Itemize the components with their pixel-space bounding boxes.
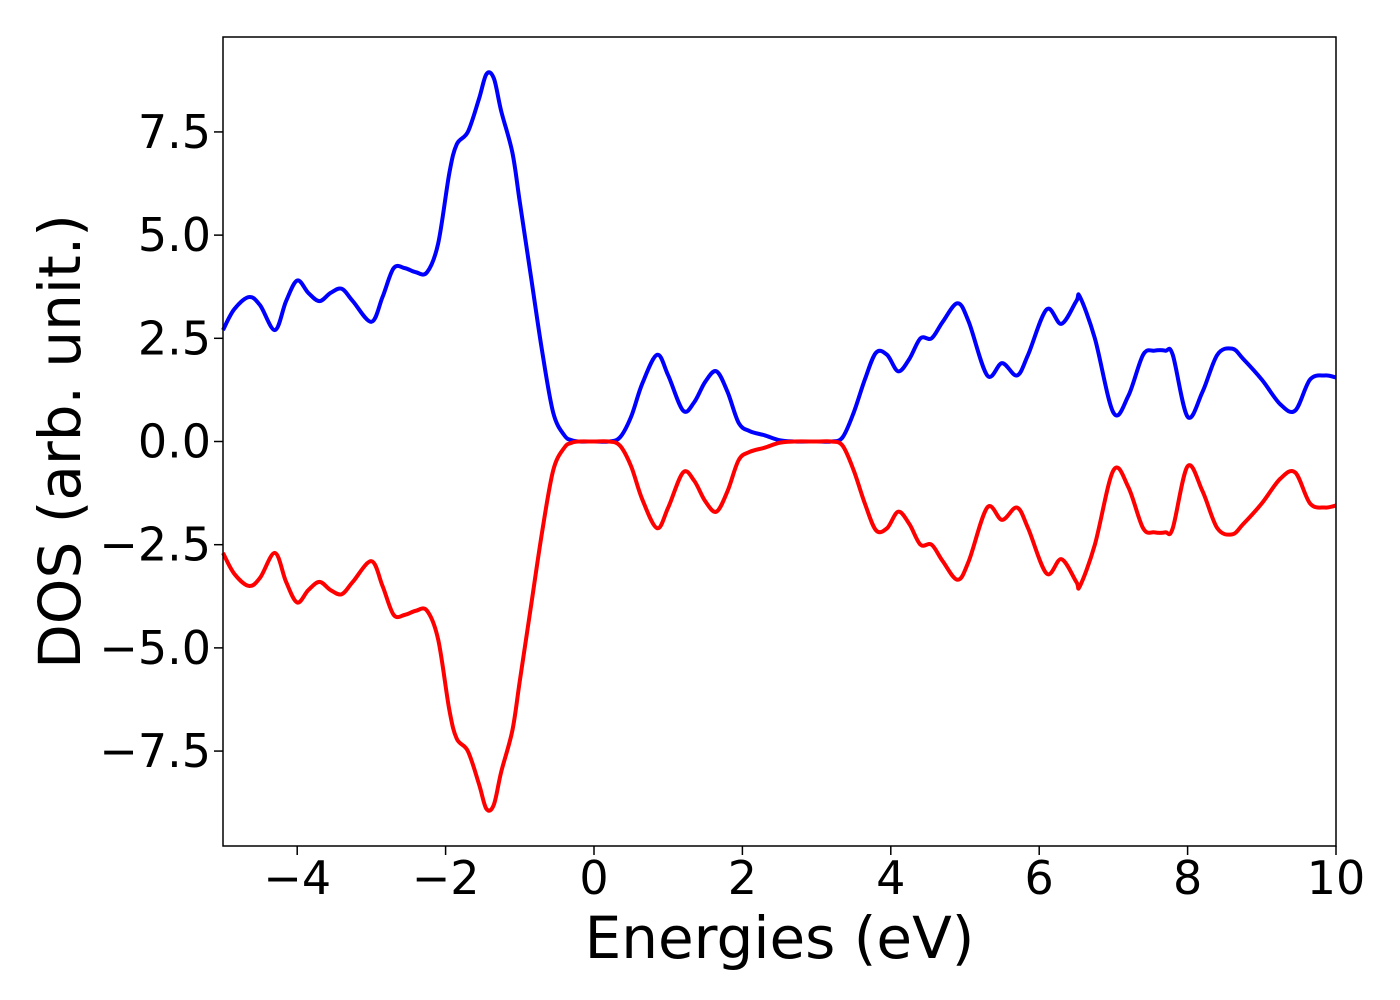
x-axis-title: Energies (eV) (585, 904, 975, 972)
y-tick-label: 2.5 (138, 311, 211, 365)
x-tick-label: 8 (1173, 851, 1202, 905)
x-tick-label: 10 (1307, 851, 1366, 905)
x-axis-ticks: −4 −2 0 2 4 6 8 10 (263, 846, 1365, 905)
y-tick-label: 7.5 (138, 105, 211, 159)
dos-series-upper-line (221, 70, 1337, 444)
x-tick-label: 4 (876, 851, 905, 905)
x-tick-label: 6 (1025, 851, 1054, 905)
x-tick-label: −4 (263, 851, 331, 905)
y-tick-label: 5.0 (138, 208, 211, 262)
y-tick-label: −2.5 (99, 518, 211, 572)
dos-series-lower-line (221, 439, 1337, 813)
y-axis-ticks: 7.5 5.0 2.5 0.0 −2.5 −5.0 −7.5 (99, 105, 223, 778)
y-tick-label: 0.0 (138, 415, 211, 469)
x-tick-label: 0 (579, 851, 608, 905)
y-tick-label: −5.0 (99, 621, 211, 675)
x-tick-label: −2 (412, 851, 480, 905)
y-tick-label: −7.5 (99, 724, 211, 778)
y-axis-title: DOS (arb. unit.) (26, 214, 94, 669)
series-layer (221, 70, 1337, 813)
x-tick-label: 2 (728, 851, 757, 905)
